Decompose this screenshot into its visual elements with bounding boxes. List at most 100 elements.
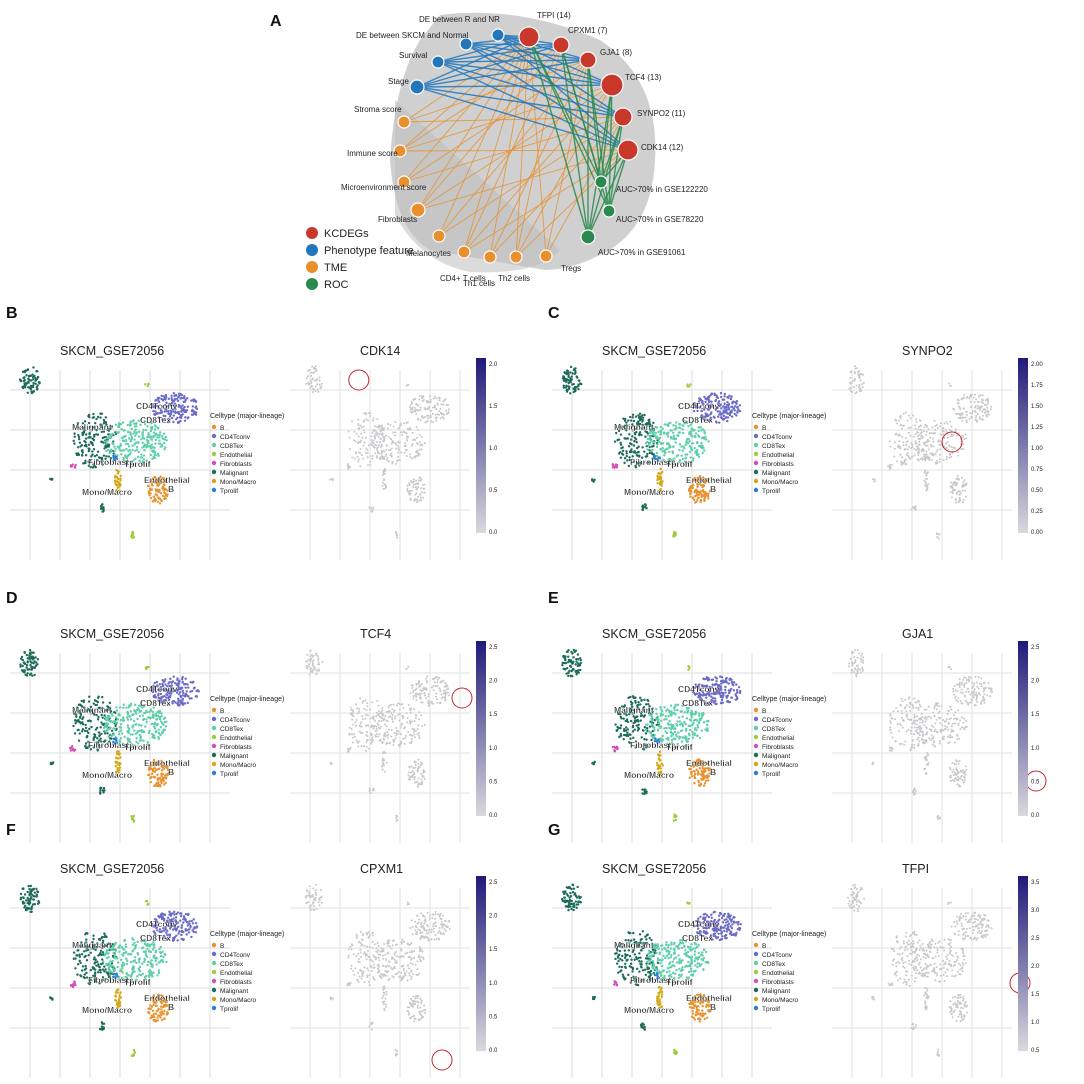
cell-point xyxy=(176,411,179,414)
expression-point xyxy=(891,464,894,467)
cell-point xyxy=(114,423,118,426)
expression-point xyxy=(955,412,958,415)
expression-point xyxy=(404,444,407,447)
cell-point xyxy=(714,420,718,423)
expression-point xyxy=(914,440,917,443)
cell-point xyxy=(28,374,32,378)
expression-point xyxy=(983,403,986,406)
expression-point xyxy=(909,434,912,437)
cell-point xyxy=(722,417,726,421)
expression-point xyxy=(965,419,968,422)
cell-point xyxy=(643,698,646,702)
cell-point xyxy=(730,395,733,398)
cluster-label: Malignant xyxy=(614,422,654,432)
expression-point xyxy=(361,457,364,460)
cell-point xyxy=(135,712,138,715)
expression-point xyxy=(400,722,403,725)
cell-point xyxy=(676,720,679,723)
expression-point xyxy=(380,443,383,446)
expression-point xyxy=(850,390,853,393)
expression-point xyxy=(390,703,393,706)
expression-point xyxy=(396,459,399,462)
cell-point xyxy=(655,451,659,455)
node-ph_survival xyxy=(431,55,445,69)
cell-point xyxy=(689,430,693,433)
cell-point xyxy=(574,670,578,674)
expression-point xyxy=(420,487,423,490)
expression-point xyxy=(936,426,939,429)
cell-point xyxy=(26,672,29,675)
colorbar-tick: 0.75 xyxy=(1031,467,1043,473)
expression-point xyxy=(943,422,946,425)
expression-point xyxy=(417,479,420,482)
cell-point xyxy=(720,701,723,705)
expression-point xyxy=(375,441,378,444)
colorbar-tick: 0.50 xyxy=(1031,488,1043,494)
expression-point xyxy=(360,432,363,435)
expression-point xyxy=(435,419,438,422)
cell-point xyxy=(715,680,718,683)
expression-point xyxy=(421,400,424,403)
cell-point xyxy=(31,674,34,677)
expression-point xyxy=(379,458,382,461)
cell-point xyxy=(176,702,179,705)
expression-point xyxy=(911,446,914,449)
cell-point xyxy=(625,452,629,455)
expression-point xyxy=(313,367,316,370)
expression-point xyxy=(861,386,864,389)
cell-point xyxy=(95,454,99,457)
cell-point xyxy=(640,699,643,702)
cell-point xyxy=(84,726,88,730)
cell-point xyxy=(160,769,164,772)
expression-point xyxy=(418,453,421,456)
expression-point xyxy=(972,396,975,399)
cell-point xyxy=(673,709,676,712)
cell-point xyxy=(132,719,136,723)
expression-point xyxy=(979,408,982,411)
cell-point xyxy=(178,687,182,691)
expression-point xyxy=(391,708,394,711)
expression-point xyxy=(311,656,314,659)
expression-point xyxy=(416,443,419,446)
expression-point xyxy=(409,403,412,406)
expression-point xyxy=(888,467,891,470)
expression-point xyxy=(399,422,402,425)
cell-point xyxy=(669,730,672,734)
cell-point xyxy=(82,426,85,430)
cell-point xyxy=(132,419,135,422)
expression-point xyxy=(961,489,964,492)
expression-point xyxy=(402,706,405,709)
celltype-legend-dot xyxy=(211,424,217,430)
celltype-legend-dot xyxy=(753,478,759,484)
cell-point xyxy=(79,445,82,448)
expression-point xyxy=(945,446,948,449)
colorbar-tick: 1.00 xyxy=(1031,446,1043,452)
expression-point xyxy=(320,382,323,385)
expression-point xyxy=(364,452,367,455)
cell-point xyxy=(715,677,718,680)
expression-point xyxy=(366,705,369,708)
expression-point xyxy=(900,463,903,466)
expression-point xyxy=(378,727,381,730)
cell-point xyxy=(661,734,664,738)
celltype-legend-label: Fibroblasts xyxy=(762,461,795,468)
expression-point xyxy=(856,371,859,374)
cell-point xyxy=(21,664,25,668)
expression-point xyxy=(383,483,386,486)
cell-point xyxy=(674,441,677,444)
cell-point xyxy=(146,384,149,388)
cell-point xyxy=(138,729,141,732)
expression-point xyxy=(329,478,332,481)
cluster-label: Tprolif xyxy=(666,459,693,469)
cell-point xyxy=(22,385,25,388)
expression-point xyxy=(975,398,978,401)
cell-point xyxy=(129,420,132,423)
cell-point xyxy=(183,405,186,409)
cell-point xyxy=(629,719,633,723)
expression-point xyxy=(412,728,415,731)
expression-point xyxy=(369,792,372,795)
cell-point xyxy=(636,718,639,722)
expression-point xyxy=(904,411,907,414)
cell-point xyxy=(178,693,181,696)
expression-point xyxy=(939,448,942,451)
